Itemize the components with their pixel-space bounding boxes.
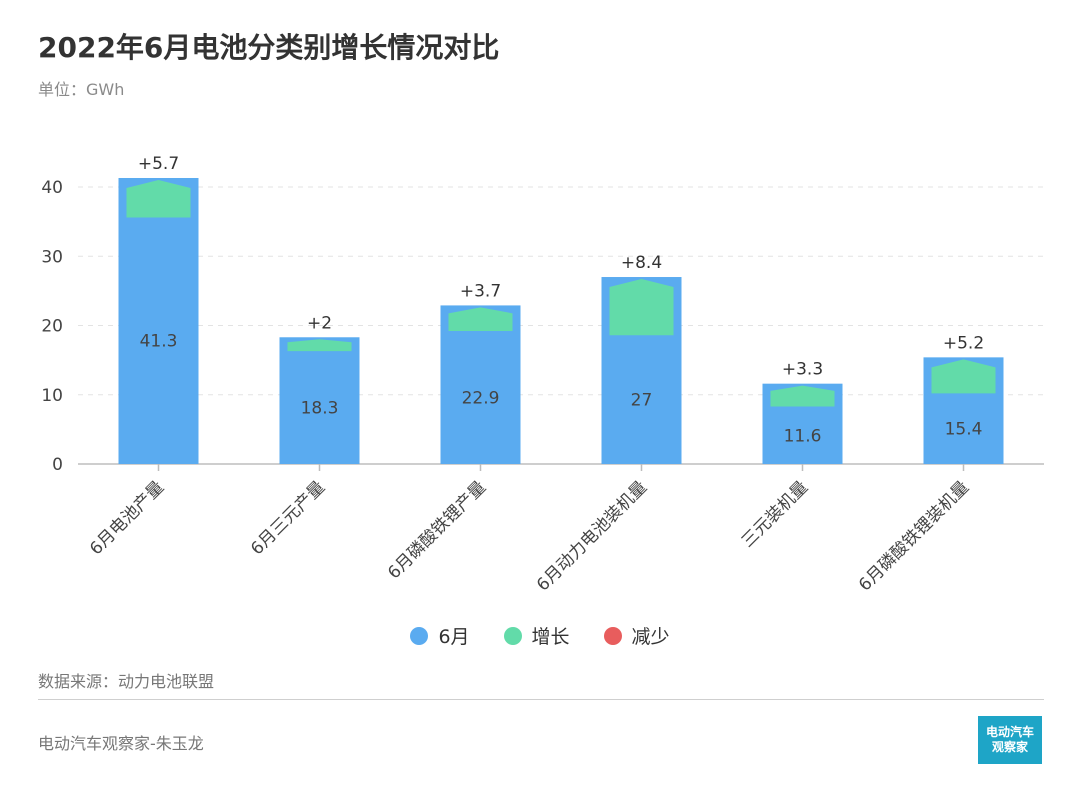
bar-value-label: 15.4: [945, 420, 983, 440]
growth-value-label: +5.2: [943, 333, 984, 353]
unit-label: 单位：GWh: [38, 80, 125, 99]
bar-growth: [609, 279, 674, 336]
brand-logo: 电动汽车 观察家: [978, 716, 1042, 764]
x-category-label: 三元装机量: [738, 477, 812, 551]
x-category-label: 6月动力电池装机量: [533, 477, 651, 595]
y-tick-label: 40: [41, 178, 63, 198]
legend-dot-growth: [503, 626, 522, 645]
footer-credit: 电动汽车观察家-朱玉龙: [38, 734, 204, 753]
legend-label-june: 6月: [438, 626, 470, 648]
bar-growth: [287, 339, 352, 352]
growth-value-label: +3.7: [460, 281, 501, 301]
growth-value-label: +5.7: [138, 154, 179, 174]
growth-value-label: +3.3: [782, 360, 823, 380]
bar-june: [118, 177, 199, 464]
legend-label-decrease: 减少: [631, 626, 670, 648]
y-tick-label: 0: [52, 455, 63, 475]
y-tick-label: 20: [41, 317, 63, 337]
divider: [38, 699, 1044, 700]
bar-value-label: 27: [631, 391, 653, 411]
bar-june: [440, 305, 521, 464]
bar-chart: 0 10 20 30 40 41.3 +5.7 6月电池产量 18.3 +2 6月三元产量 22.9 +…: [41, 154, 1044, 595]
x-category-label: 6月磷酸铁锂产量: [384, 477, 490, 583]
y-tick-label: 10: [41, 386, 63, 406]
bar-growth: [770, 385, 835, 407]
legend-item-growth[interactable]: 增长: [503, 622, 570, 649]
y-tick-label: 30: [41, 247, 63, 267]
legend-dot-decrease: [603, 626, 622, 645]
bar-growth: [931, 359, 996, 394]
logo-line-2: 观察家: [991, 740, 1028, 754]
legend-item-june[interactable]: 6月: [410, 622, 470, 649]
legend-label-growth: 增长: [531, 626, 570, 648]
legend-item-decrease[interactable]: 减少: [603, 622, 670, 649]
growth-value-label: +2: [307, 313, 332, 333]
logo-line-1: 电动汽车: [985, 725, 1034, 739]
bar-june: [279, 337, 360, 464]
bar-value-label: 11.6: [784, 426, 822, 446]
bar-growth: [448, 307, 513, 332]
bar-value-label: 22.9: [462, 389, 500, 409]
chart-title: 2022年6月电池分类别增长情况对比: [38, 31, 500, 64]
legend-dot-june: [410, 626, 429, 645]
legend: 6月 增长 减少: [0, 622, 1080, 649]
data-source: 数据来源：动力电池联盟: [38, 672, 215, 691]
bar-growth: [126, 179, 191, 218]
x-category-label: 6月磷酸铁锂装机量: [855, 477, 973, 595]
growth-value-label: +8.4: [621, 253, 662, 273]
x-category-label: 6月三元产量: [247, 477, 329, 559]
bar-value-label: 41.3: [140, 332, 178, 352]
bar-value-label: 18.3: [301, 399, 339, 419]
x-category-label: 6月电池产量: [86, 477, 168, 559]
